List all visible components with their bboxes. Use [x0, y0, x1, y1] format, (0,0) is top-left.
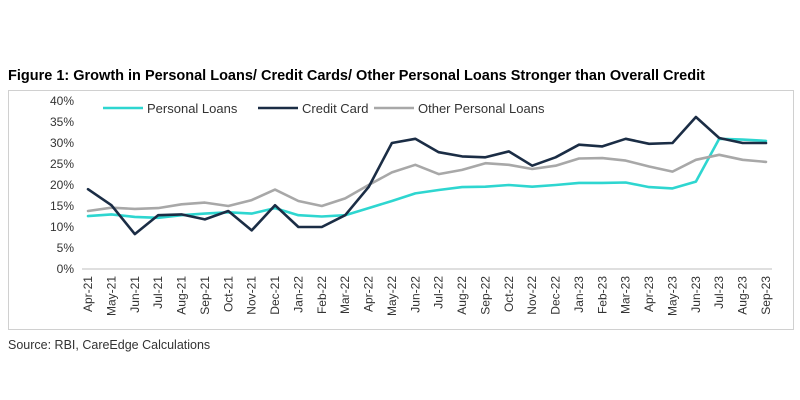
x-tick-label: Feb-23	[595, 276, 609, 314]
legend-label: Personal Loans	[147, 101, 238, 116]
x-tick-label: Apr-21	[81, 276, 95, 312]
y-tick-label: 25%	[50, 157, 74, 171]
x-axis: Apr-21 May-21 Jun-21 Jul-21 Aug-21 Sep-21 Oct-…	[81, 268, 773, 316]
legend-label: Credit Card	[302, 101, 368, 116]
series-line-personal-loans	[86, 137, 768, 220]
y-tick-label: 35%	[50, 115, 74, 129]
x-tick-label: Nov-22	[525, 276, 539, 315]
series-lines	[86, 115, 768, 236]
x-tick-label: Mar-22	[338, 276, 352, 314]
x-tick-label: Dec-21	[268, 276, 282, 315]
x-tick-label: Nov-21	[245, 276, 259, 315]
x-tick-label: Sep-21	[198, 276, 212, 315]
y-tick-label: 20%	[50, 178, 74, 192]
legend: Personal Loans Credit Card Other Personal …	[103, 101, 545, 116]
legend-label: Other Personal Loans	[418, 101, 545, 116]
x-tick-label: Oct-21	[221, 276, 235, 312]
x-tick-label: Mar-23	[619, 276, 633, 314]
x-tick-label: Aug-22	[455, 276, 469, 315]
x-tick-label: May-23	[665, 276, 679, 316]
x-tick-label: May-21	[104, 276, 118, 316]
y-axis: 0% 5% 10% 15% 20% 25% 30% 35% 40%	[50, 94, 74, 276]
y-tick-label: 0%	[57, 262, 75, 276]
x-tick-label: Dec-22	[549, 276, 563, 315]
x-tick-label: Feb-22	[315, 276, 329, 314]
x-tick-label: Jul-23	[712, 276, 726, 309]
x-tick-label: Jun-22	[408, 276, 422, 313]
figure-title: Figure 1: Growth in Personal Loans/ Cred…	[8, 68, 705, 84]
series-line-other-personal-loans	[86, 153, 768, 213]
y-tick-label: 30%	[50, 136, 74, 150]
x-tick-label: Jul-21	[151, 276, 165, 309]
x-tick-label: Apr-22	[362, 276, 376, 312]
chart-frame	[8, 90, 794, 330]
series-line-credit-card	[86, 115, 768, 236]
x-tick-label: Aug-23	[736, 276, 750, 315]
x-tick-label: Oct-22	[502, 276, 516, 312]
x-tick-label: Apr-23	[642, 276, 656, 312]
x-tick-label: Jan-22	[291, 276, 305, 313]
y-tick-label: 5%	[57, 241, 75, 255]
y-tick-label: 15%	[50, 199, 74, 213]
y-tick-label: 10%	[50, 220, 74, 234]
x-tick-label: Jun-23	[689, 276, 703, 313]
x-tick-label: Jan-23	[572, 276, 586, 313]
x-tick-label: Jun-21	[128, 276, 142, 313]
x-tick-label: Jul-22	[432, 276, 446, 309]
x-tick-label: Sep-22	[478, 276, 492, 315]
x-tick-label: Aug-21	[175, 276, 189, 315]
x-tick-label: May-22	[385, 276, 399, 316]
y-tick-label: 40%	[50, 94, 74, 108]
x-tick-label: Sep-23	[759, 276, 773, 315]
source-note: Source: RBI, CareEdge Calculations	[8, 338, 211, 352]
